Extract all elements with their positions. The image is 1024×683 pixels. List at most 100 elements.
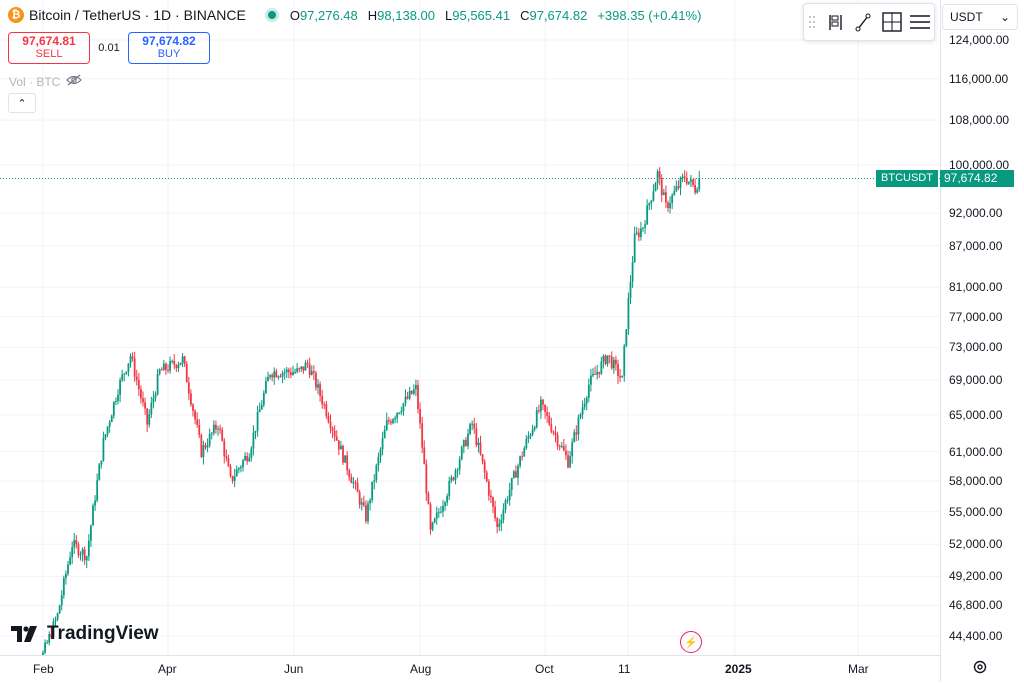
lightning-icon[interactable]: ⚡	[680, 631, 702, 653]
candle	[240, 465, 242, 473]
candle-body	[390, 421, 392, 424]
buy-button[interactable]: 97,674.82 BUY	[128, 32, 210, 64]
price-axis[interactable]: 124,000.00 116,000.00 108,000.00 100,000.00…	[940, 0, 1024, 682]
candle	[456, 467, 459, 478]
candle	[177, 361, 180, 373]
candle	[110, 414, 113, 423]
candle-body	[548, 415, 551, 425]
candle-body	[652, 191, 655, 201]
gear-icon[interactable]	[972, 659, 988, 675]
candle	[154, 391, 157, 402]
candle-body	[102, 438, 105, 461]
candle-body	[125, 371, 128, 374]
candle-body	[433, 518, 436, 523]
candle-body	[148, 414, 151, 425]
candle	[237, 467, 240, 474]
candle-body	[85, 556, 88, 561]
candle	[431, 521, 434, 532]
price-tick-label: 58,000.00	[949, 473, 1003, 488]
candlestick-chart[interactable]	[0, 0, 940, 683]
candle	[296, 362, 299, 374]
candle	[696, 187, 699, 194]
candle	[531, 424, 534, 437]
candle	[227, 454, 230, 468]
candle-body	[312, 371, 315, 374]
candle	[550, 417, 553, 434]
collapse-legend-button[interactable]: ⌃	[8, 93, 36, 113]
candle-body	[90, 525, 92, 541]
price-tick-label: 73,000.00	[949, 340, 1003, 355]
candle-body	[560, 446, 563, 448]
indicators-menu-icon[interactable]	[906, 7, 934, 37]
candle	[596, 364, 599, 380]
candle-body	[198, 424, 201, 436]
candle	[377, 452, 380, 472]
candle	[69, 551, 71, 566]
candle-body	[254, 430, 257, 433]
candle	[181, 352, 184, 368]
candle	[415, 379, 417, 397]
candle-body	[573, 432, 576, 443]
candle	[262, 390, 265, 408]
currency-select[interactable]: USDT ⌄	[942, 4, 1018, 30]
candle	[117, 389, 119, 405]
candle	[285, 366, 288, 379]
chart-pane[interactable]	[0, 0, 940, 683]
candle-body	[646, 205, 649, 225]
candle-body	[75, 539, 78, 545]
candle-body	[500, 519, 503, 524]
candle-body	[533, 427, 536, 430]
candle	[437, 508, 440, 518]
candle-body	[69, 557, 71, 565]
candle-body	[452, 477, 455, 480]
drawing-toolbar	[803, 3, 935, 41]
crosshair-icon[interactable]	[877, 7, 905, 37]
candle	[231, 475, 234, 484]
candle-body	[512, 471, 515, 478]
time-axis[interactable]: Feb Apr Jun Aug Oct 11 2025 Mar	[0, 655, 940, 683]
candle-body	[454, 470, 457, 480]
candle	[215, 420, 217, 434]
sell-button[interactable]: 97,674.81 SELL	[8, 32, 90, 64]
candle-body	[656, 171, 659, 184]
candle-body	[544, 404, 546, 412]
candle	[496, 516, 499, 534]
candle-body	[687, 181, 690, 184]
candle-body	[594, 373, 596, 375]
trend-line-icon[interactable]	[849, 7, 877, 37]
long-position-icon[interactable]	[821, 7, 849, 37]
tradingview-logo[interactable]: TradingView	[11, 623, 159, 645]
candle	[552, 430, 555, 436]
candle	[269, 374, 271, 380]
candle	[152, 391, 155, 409]
candle	[71, 541, 74, 565]
candle	[406, 391, 409, 400]
candle	[452, 476, 455, 482]
candle-body	[81, 549, 84, 555]
candle-body	[475, 428, 478, 446]
symbol-title[interactable]: Bitcoin / TetherUS · 1D · BINANCE	[29, 7, 246, 23]
candle-body	[369, 500, 371, 504]
candle-body	[437, 512, 440, 514]
candle	[165, 362, 167, 375]
candle	[517, 463, 519, 486]
candle	[440, 506, 442, 514]
candle	[383, 425, 386, 439]
candle	[385, 412, 388, 432]
candle	[256, 405, 259, 437]
candle	[204, 442, 207, 450]
candle	[310, 365, 313, 376]
drag-handle-icon[interactable]	[804, 7, 821, 37]
candle	[346, 451, 349, 476]
eye-hidden-icon[interactable]	[66, 74, 83, 89]
candle	[562, 438, 565, 452]
candle-body	[379, 449, 382, 457]
candle-body	[648, 203, 651, 206]
candle	[565, 444, 567, 460]
candle-body	[175, 365, 178, 369]
candle-body	[444, 502, 446, 507]
candle-body	[510, 477, 513, 490]
candle	[683, 170, 686, 183]
candle-body	[171, 360, 174, 362]
price-tick-label: 55,000.00	[949, 504, 1003, 519]
